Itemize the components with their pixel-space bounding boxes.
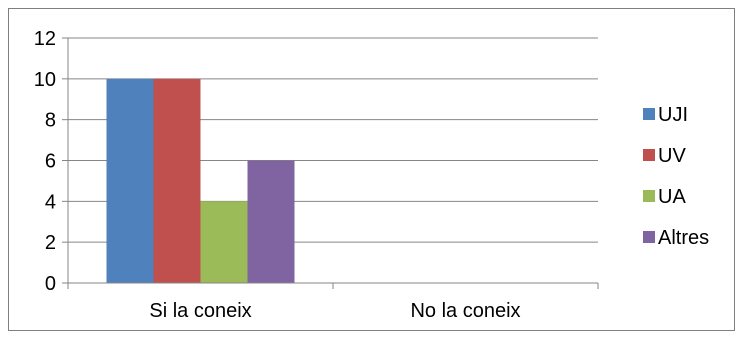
bar-altres-0 <box>247 160 295 283</box>
y-tick-labels: 0 2 4 6 8 10 12 <box>34 28 68 295</box>
legend-label-altres: Altres <box>658 227 709 249</box>
bar-ua-0 <box>200 201 248 283</box>
legend: UJI UV UA Altres <box>643 104 709 249</box>
bar-uv-0 <box>153 78 201 283</box>
legend-label-uji: UJI <box>658 104 688 126</box>
y-tick-label: 2 <box>45 232 56 254</box>
y-tick-label: 8 <box>45 110 56 132</box>
y-tick-label: 10 <box>34 69 56 91</box>
x-tick-label: Si la coneix <box>149 300 251 322</box>
legend-swatch-uji <box>643 108 655 120</box>
y-tick-label: 12 <box>34 28 56 50</box>
bar-uji-0 <box>106 78 154 283</box>
legend-label-uv: UV <box>658 145 686 167</box>
legend-label-ua: UA <box>658 186 686 208</box>
y-tick-label: 0 <box>45 273 56 295</box>
legend-swatch-ua <box>643 190 655 202</box>
legend-swatch-uv <box>643 149 655 161</box>
bars <box>106 78 295 283</box>
y-tick-label: 6 <box>45 151 56 173</box>
x-tick-label: No la coneix <box>410 300 520 322</box>
x-tick-labels: Si la coneix No la coneix <box>67 283 599 322</box>
y-tick-label: 4 <box>45 191 56 213</box>
legend-swatch-altres <box>643 231 655 243</box>
